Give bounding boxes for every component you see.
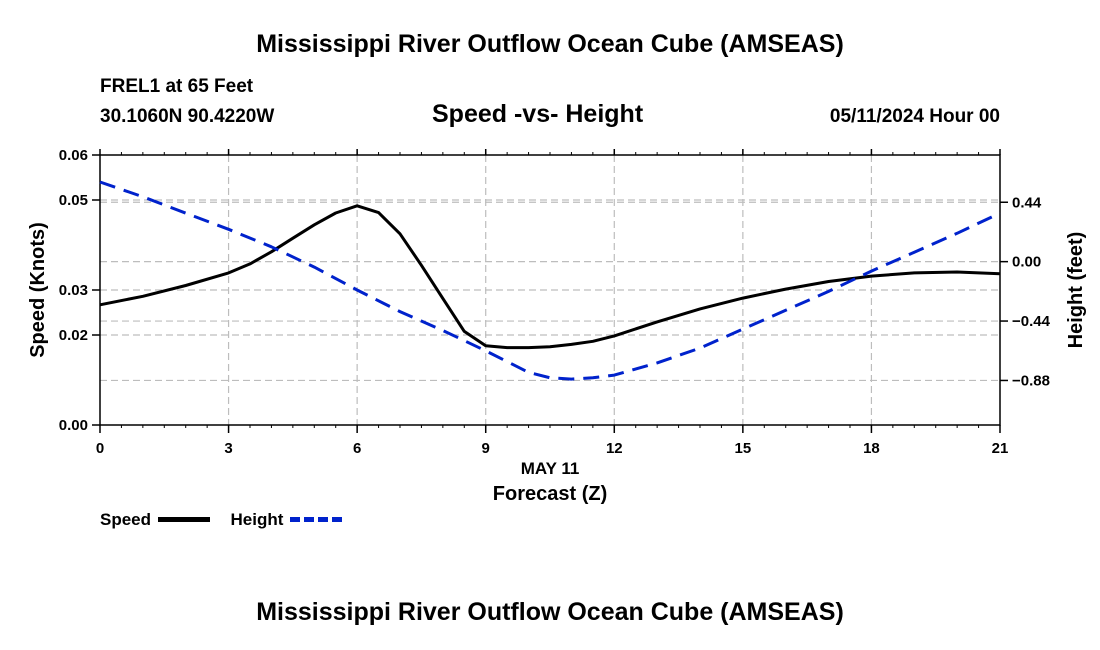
x-tick-label: 18 <box>863 440 880 457</box>
chart-series <box>99 180 1001 381</box>
plot-frame <box>99 154 1001 426</box>
chart-ticks: 0 3 6 9 12 15 18 21 0.00 0.02 0.03 0.05 0.06 0.44 0.00… <box>59 147 1051 457</box>
x-tick-label: 6 <box>353 440 361 457</box>
chart-legend: Speed Height <box>100 509 343 530</box>
x-tick-label: 21 <box>992 440 1009 457</box>
y-tick-label: 0.05 <box>59 192 88 209</box>
station-label: FREL1 at 65 Feet <box>100 76 254 97</box>
speed-height-chart: 0 3 6 9 12 15 18 21 0.00 0.02 0.03 0.05 0.06 0.44 0.00… <box>27 147 1087 505</box>
y2-tick-label: −0.88 <box>1012 372 1050 389</box>
x-tick-label: 12 <box>606 440 623 457</box>
y-tick-label: 0.03 <box>59 282 88 299</box>
coordinates-label: 30.1060N 90.4220W <box>100 106 275 127</box>
x-tick-label: 15 <box>735 440 752 457</box>
legend-swatch-height <box>290 517 343 523</box>
y-tick-label: 0.06 <box>59 147 88 164</box>
legend-swatch-speed <box>157 517 210 523</box>
x-axis-sublabel: MAY 11 <box>521 459 580 478</box>
y2-tick-label: 0.00 <box>1012 254 1041 271</box>
x-tick-label: 3 <box>224 440 232 457</box>
y-tick-label: 0.02 <box>59 327 88 344</box>
main-title: Mississippi River Outflow Ocean Cube (AM… <box>256 30 844 58</box>
y-axis-label: Speed (Knots) <box>27 222 49 358</box>
footer-title: Mississippi River Outflow Ocean Cube (AM… <box>256 598 844 626</box>
y-tick-label: 0.00 <box>59 417 88 434</box>
y2-tick-label: −0.44 <box>1012 313 1051 330</box>
legend-label-speed: Speed <box>100 509 152 529</box>
x-tick-label: 0 <box>96 440 104 457</box>
forecast-date-label: 05/11/2024 Hour 00 <box>829 106 1000 127</box>
y2-tick-label: 0.44 <box>1012 194 1042 211</box>
x-tick-label: 9 <box>482 440 490 457</box>
chart-subtitle: Speed -vs- Height <box>432 100 644 128</box>
legend-label-height: Height <box>230 509 284 529</box>
x-axis-label: Forecast (Z) <box>493 483 607 505</box>
series-line-height <box>99 180 1001 381</box>
series-line-speed <box>99 204 1001 350</box>
y2-axis-label: Height (feet) <box>1065 232 1087 349</box>
chart-grid <box>100 155 1000 425</box>
